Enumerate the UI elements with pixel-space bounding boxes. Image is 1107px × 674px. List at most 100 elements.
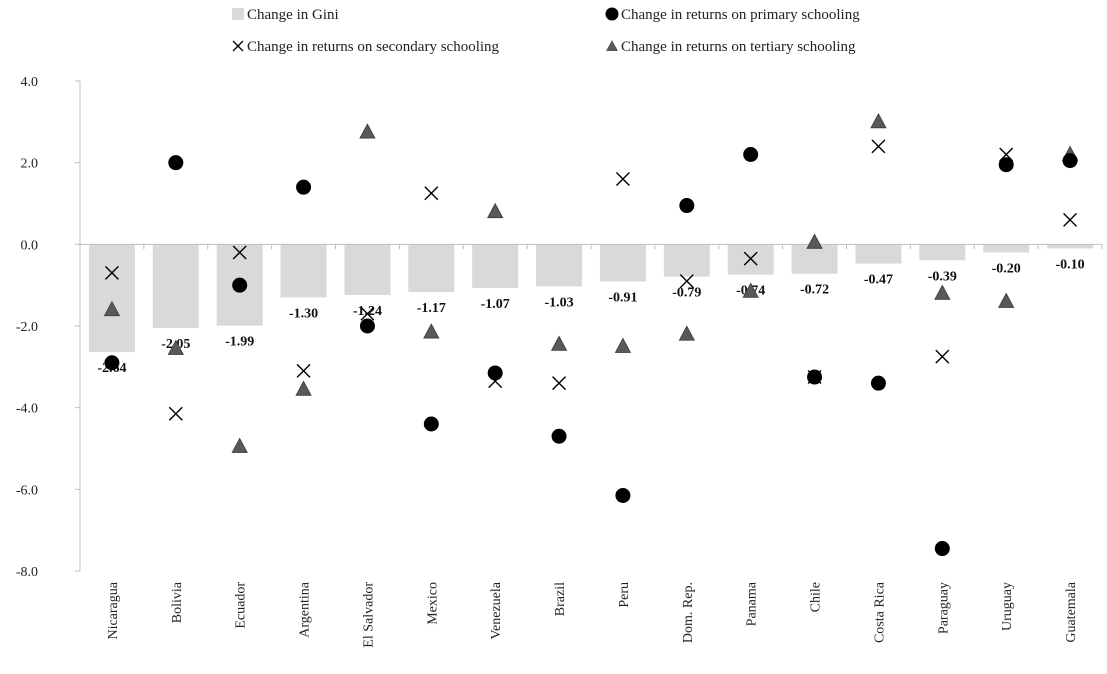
tertiary-marker (295, 380, 312, 396)
gini-bar (1047, 244, 1094, 249)
category-label: Chile (809, 582, 824, 612)
tertiary-marker (870, 112, 887, 129)
tertiary-marker (487, 202, 504, 219)
secondary-marker (999, 147, 1014, 162)
primary-marker (615, 487, 631, 503)
y-tick-label: 2.0 (21, 157, 39, 172)
tertiary-marker (934, 284, 951, 300)
category-label: Brazil (553, 582, 568, 616)
gini-bars (88, 244, 1094, 353)
tertiary-marker (167, 339, 184, 355)
tertiary-marker (998, 292, 1015, 308)
gini-bar (344, 244, 391, 295)
tertiary-marker (678, 325, 695, 341)
category-label: Dom. Rep. (681, 582, 696, 643)
category-label: Panama (745, 581, 760, 626)
y-tick-label: -4.0 (16, 402, 38, 417)
gini-value-label: -0.10 (1055, 257, 1084, 272)
category-label: Nicaragua (106, 581, 121, 639)
primary-marker (1062, 153, 1078, 169)
gini-bar (536, 244, 583, 287)
legend-item-gini: Change in Gini (232, 7, 339, 23)
legend-swatch-tertiary (606, 40, 618, 51)
legend-swatch-gini (232, 8, 244, 20)
tertiary-marker (614, 337, 632, 353)
secondary-marker (488, 374, 503, 389)
secondary-marker (615, 172, 630, 186)
gini-value-label: -1.99 (225, 335, 254, 350)
gini-bar (472, 244, 519, 289)
category-label: Costa Rica (872, 581, 887, 643)
category-label: Uruguay (1000, 582, 1015, 631)
category-label: Bolivia (170, 581, 185, 623)
gini-value-label: -0.91 (608, 290, 637, 305)
tertiary-marker (550, 335, 568, 351)
gini-value-label: -0.47 (864, 273, 893, 288)
category-label: Ecuador (234, 582, 249, 629)
gini-value-label: -1.03 (544, 295, 573, 310)
markers (103, 112, 1079, 557)
y-tick-label: -2.0 (16, 320, 38, 335)
legend-swatch-primary (605, 7, 619, 21)
primary-marker (934, 541, 950, 557)
category-label: Peru (617, 582, 632, 608)
gini-bar (599, 244, 646, 282)
tertiary-marker (742, 282, 759, 298)
category-label: Mexico (425, 582, 440, 625)
category-label: El Salvador (361, 582, 376, 648)
legend-label-tertiary: Change in returns on tertiary schooling (621, 39, 856, 55)
gini-bar (88, 244, 135, 353)
gini-bar (663, 244, 710, 277)
tertiary-marker (231, 437, 248, 453)
y-axis: 4.0 2.0 0.0 -2.0 -4.0 -6.0 -8.0 (16, 75, 81, 580)
legend-label-primary: Change in returns on primary schooling (621, 7, 860, 23)
primary-marker (487, 365, 503, 381)
primary-marker (743, 147, 759, 162)
gini-value-label: -1.24 (353, 304, 382, 319)
category-label: Argentina (298, 581, 313, 638)
primary-marker (423, 416, 439, 432)
secondary-marker (552, 376, 567, 391)
category-label: Guatemala (1064, 581, 1079, 642)
gini-value-label: -0.20 (992, 262, 1021, 277)
primary-marker (168, 155, 184, 171)
primary-marker (232, 277, 248, 293)
gini-value-label: -0.79 (672, 286, 701, 301)
legend: Change in Gini Change in returns on prim… (232, 7, 860, 55)
gini-bar (152, 244, 199, 329)
secondary-marker (935, 349, 950, 364)
y-tick-label: 0.0 (21, 238, 39, 253)
gini-value-label: -1.30 (289, 306, 318, 321)
legend-swatch-secondary (232, 40, 244, 52)
tertiary-marker (103, 300, 121, 317)
secondary-marker (807, 370, 822, 385)
gini-bar (280, 244, 327, 298)
gini-value-label: -1.07 (481, 297, 510, 312)
primary-marker (551, 428, 567, 444)
gini-value-label: -1.17 (417, 301, 446, 316)
legend-item-tertiary: Change in returns on tertiary schooling (606, 39, 856, 55)
gini-bar (855, 244, 902, 264)
gini-value-label: -0.39 (928, 269, 957, 284)
secondary-marker (360, 306, 375, 321)
gini-bar (983, 244, 1030, 253)
tertiary-marker (359, 123, 376, 139)
secondary-marker (679, 274, 694, 289)
secondary-marker (104, 265, 119, 280)
legend-item-primary: Change in returns on primary schooling (605, 7, 860, 23)
gini-bar (919, 244, 966, 261)
y-tick-label: -6.0 (16, 483, 38, 498)
x-axis: Nicaragua Bolivia Ecuador Argentina El Salva… (79, 243, 1103, 648)
primary-marker (296, 179, 312, 195)
tertiary-marker (806, 233, 823, 249)
category-label: Venezuela (489, 581, 504, 639)
primary-marker (359, 318, 375, 334)
gini-value-label: -0.72 (800, 283, 829, 298)
legend-label-gini: Change in Gini (247, 7, 339, 23)
tertiary-marker (423, 323, 440, 339)
secondary-marker (743, 251, 758, 266)
secondary-marker (871, 139, 886, 154)
primary-marker (679, 198, 695, 214)
